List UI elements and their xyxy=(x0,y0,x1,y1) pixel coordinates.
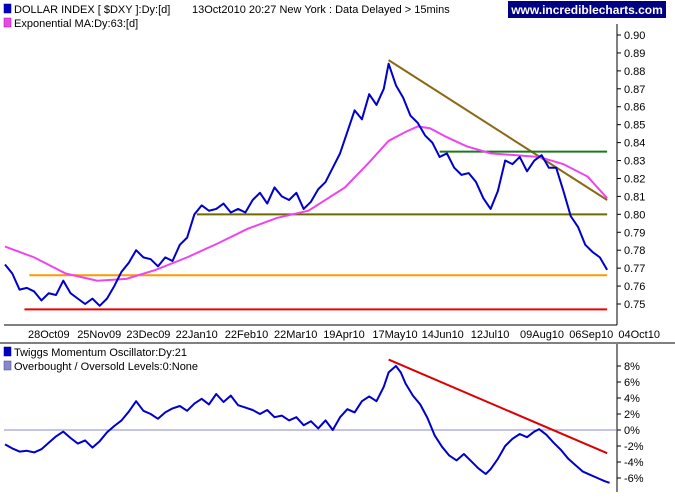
oscillator-series-group xyxy=(4,365,610,484)
y-tick-label-0-77: 0.77 xyxy=(624,263,645,275)
osc-y-tick-label-6: 6% xyxy=(624,377,640,389)
osc-trendline-0 xyxy=(388,358,608,455)
oscillator-y-axis-ticks: 8% 6% 4% 2% 0% -2% -4% -6% xyxy=(617,361,644,485)
y-tick-label-0-89: 0.89 xyxy=(624,48,645,60)
x-tick-label-17may10: 17May10 xyxy=(372,329,417,341)
x-tick-label-25nov09: 25Nov09 xyxy=(77,329,121,341)
y-tick-label-0-76: 0.76 xyxy=(624,281,645,293)
x-tick-label-04oct10: 04Oct10 xyxy=(618,329,660,341)
osc-y-tick-label-2: 2% xyxy=(624,409,640,421)
momentum-line xyxy=(4,365,610,484)
osc-y-tick-label-4: 4% xyxy=(624,393,640,405)
x-tick-label-14jun10: 14Jun10 xyxy=(422,329,464,341)
y-tick-label-0-82: 0.82 xyxy=(624,173,645,185)
x-tick-label-22jan10: 22Jan10 xyxy=(176,329,218,341)
site-badge-background xyxy=(508,1,666,18)
main-x-axis-ticks: 28Oct09 25Nov09 23Dec09 22Jan10 22Feb10 22Mar… xyxy=(28,329,660,341)
osc-y-tick-label-8: 8% xyxy=(624,361,640,373)
ema-line xyxy=(4,125,608,282)
y-tick-label-0-87: 0.87 xyxy=(624,84,645,96)
osc-y-tick-label-2: -2% xyxy=(624,441,644,453)
legend-twiggs-momentum: Twiggs Momentum Oscillator:Dy:21 xyxy=(14,347,187,359)
osc-y-tick-label-6: -6% xyxy=(624,473,644,485)
x-tick-label-09aug10: 09Aug10 xyxy=(520,329,564,341)
main-y-axis-ticks: 0.90 0.89 0.88 0.87 0.86 0.85 0.84 0.83 0.82 0.81… xyxy=(617,30,645,311)
site-badge-text[interactable]: www.incrediblecharts.com xyxy=(510,3,663,17)
y-tick-label-0-88: 0.88 xyxy=(624,66,645,78)
x-tick-label-28oct09: 28Oct09 xyxy=(28,329,70,341)
oscillator-panel: 8% 6% 4% 2% 0% -2% -4% -6% Twiggs Momentum Osci… xyxy=(3,344,644,492)
magenta-square-icon xyxy=(3,17,12,28)
y-tick-label-0-83: 0.83 xyxy=(624,156,645,168)
x-tick-label-22mar10: 22Mar10 xyxy=(274,329,317,341)
osc-y-tick-label-0: 0% xyxy=(624,425,640,437)
y-tick-label-0-80: 0.80 xyxy=(624,209,645,221)
trendline-0 xyxy=(388,59,608,201)
y-tick-label-0-85: 0.85 xyxy=(624,120,645,132)
legend-exponential-ma: Exponential MA:Dy:63:[d] xyxy=(14,18,138,30)
x-tick-label-22feb10: 22Feb10 xyxy=(225,329,268,341)
lavender-square-icon xyxy=(3,360,12,371)
y-tick-label-0-84: 0.84 xyxy=(624,138,645,150)
blue-square-icon xyxy=(3,346,12,357)
oscillator-reference-lines xyxy=(388,358,608,455)
main-reference-lines xyxy=(24,59,608,311)
osc-y-tick-label-4: -4% xyxy=(624,457,644,469)
x-tick-label-06sep10: 06Sep10 xyxy=(569,329,613,341)
x-tick-label-19apr10: 19Apr10 xyxy=(323,329,365,341)
price-line xyxy=(4,62,609,307)
y-tick-label-0-78: 0.78 xyxy=(624,245,645,257)
y-tick-label-0-90: 0.90 xyxy=(624,30,645,42)
main-chart-panel: 0.90 0.89 0.88 0.87 0.86 0.85 0.84 0.83 0.82 0.81… xyxy=(3,3,660,341)
x-tick-label-12jul10: 12Jul10 xyxy=(471,329,510,341)
y-tick-label-0-81: 0.81 xyxy=(624,191,645,203)
legend-dollar-index: DOLLAR INDEX [ $DXY ]:Dy:[d] xyxy=(14,4,170,16)
chart-header-info: 13Oct2010 20:27 New York : Data Delayed … xyxy=(192,4,450,16)
x-tick-label-23dec09: 23Dec09 xyxy=(126,329,170,341)
y-tick-label-0-75: 0.75 xyxy=(624,299,645,311)
y-tick-label-0-86: 0.86 xyxy=(624,102,645,114)
main-series-group xyxy=(4,62,609,307)
y-tick-label-0-79: 0.79 xyxy=(624,227,645,239)
legend-overbought-oversold: Overbought / Oversold Levels:0:None xyxy=(14,361,198,373)
blue-square-icon xyxy=(3,3,12,14)
